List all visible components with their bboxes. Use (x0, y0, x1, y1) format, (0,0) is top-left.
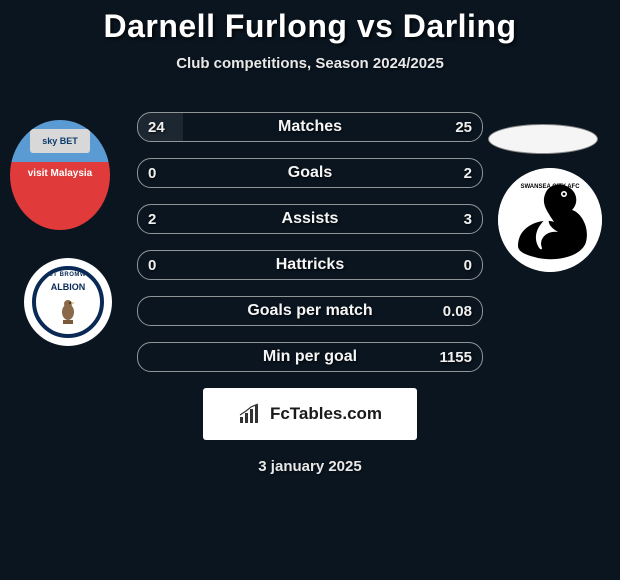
stat-value-right: 1155 (439, 343, 472, 371)
stat-value-right: 2 (464, 159, 472, 187)
stat-row: Goals per match0.08 (137, 296, 483, 326)
stat-label: Goals (138, 159, 482, 187)
right-player-photo (488, 124, 598, 154)
stat-row: 0Hattricks0 (137, 250, 483, 280)
stat-row: 2Assists3 (137, 204, 483, 234)
stat-row: 0Goals2 (137, 158, 483, 188)
brand-box: FcTables.com (203, 388, 417, 440)
left-club-name: ALBION (36, 282, 100, 292)
stat-label: Goals per match (138, 297, 482, 325)
stat-value-right: 3 (464, 205, 472, 233)
stat-row: 24Matches25 (137, 112, 483, 142)
stat-value-right: 0 (464, 251, 472, 279)
page-title: Darnell Furlong vs Darling (0, 8, 620, 45)
footer-date: 3 january 2025 (0, 458, 620, 475)
left-club-crest: WEST BROMWICH ALBION (24, 258, 112, 346)
stat-label: Matches (138, 113, 482, 141)
brand-icon (238, 403, 264, 425)
left-club-arc-text: WEST BROMWICH (36, 272, 100, 278)
stat-label: Hattricks (138, 251, 482, 279)
page-subtitle: Club competitions, Season 2024/2025 (0, 55, 620, 72)
comparison-bars: 24Matches250Goals22Assists30Hattricks0Go… (137, 112, 483, 372)
sponsor-badge: sky BET (30, 129, 90, 153)
stat-label: Assists (138, 205, 482, 233)
stat-value-right: 0.08 (443, 297, 472, 325)
brand-text: FcTables.com (270, 404, 382, 424)
stat-label: Min per goal (138, 343, 482, 371)
stat-row: Min per goal1155 (137, 342, 483, 372)
swan-icon: SWANSEA CITY AFC (498, 168, 602, 272)
left-player-photo: sky BET visit Malaysia (10, 120, 110, 230)
right-club-crest: SWANSEA CITY AFC (498, 168, 602, 272)
thrush-icon (53, 298, 83, 328)
stat-value-right: 25 (455, 113, 472, 141)
